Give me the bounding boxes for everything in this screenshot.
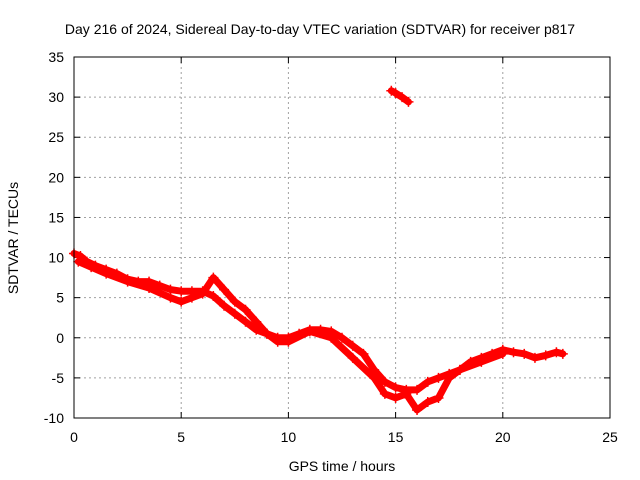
y-tick-label: 10	[48, 250, 64, 266]
y-tick-label: 25	[48, 129, 64, 145]
data-point	[412, 384, 423, 395]
x-tick-labels: 0 5 10 15 20 25	[70, 429, 618, 445]
data-point	[186, 292, 197, 303]
data-point	[219, 300, 230, 311]
data-point	[433, 392, 444, 403]
data-point	[272, 336, 283, 347]
data-point	[304, 326, 315, 337]
data-point	[337, 332, 347, 343]
data-point	[197, 288, 208, 299]
data-point	[240, 316, 251, 327]
plot-frame	[73, 56, 611, 419]
data-point	[540, 350, 551, 361]
data-point	[529, 352, 540, 363]
data-point	[219, 284, 230, 295]
data-point	[176, 296, 187, 307]
data-point	[557, 348, 568, 359]
x-axis-label: GPS time / hours	[289, 458, 396, 474]
data-point	[240, 304, 251, 315]
data-point	[386, 85, 397, 96]
data-point	[519, 348, 530, 359]
y-tick-label: -10	[44, 410, 64, 426]
data-point	[347, 352, 358, 363]
x-tick-label: 25	[602, 429, 618, 445]
x-tick-label: 20	[495, 429, 511, 445]
y-tick-label: 30	[48, 89, 64, 105]
data-point	[422, 376, 433, 387]
data-point	[347, 340, 358, 351]
data-point	[208, 272, 219, 283]
data-point	[283, 336, 294, 347]
data-point	[122, 276, 133, 287]
data-point	[422, 396, 433, 407]
y-tick-label: 20	[48, 169, 64, 185]
data-point	[390, 382, 401, 393]
data-point	[261, 328, 272, 339]
x-tick-label: 0	[70, 429, 78, 445]
data-point	[444, 372, 455, 383]
data-series	[69, 85, 568, 415]
data-point	[433, 372, 444, 383]
data-point	[208, 291, 219, 302]
data-point	[379, 388, 390, 399]
y-tick-label: -5	[52, 370, 65, 386]
data-point	[165, 292, 176, 303]
data-point	[476, 356, 487, 367]
data-point	[369, 372, 380, 383]
data-point	[101, 268, 112, 279]
y-axis-label: SDTVAR / TECUs	[5, 182, 21, 294]
data-point	[176, 286, 187, 297]
data-point	[397, 92, 408, 103]
data-point	[379, 376, 390, 387]
data-point	[154, 280, 165, 291]
y-tick-labels: -10 -5 0 5 10 15 20 25 30 35	[44, 49, 64, 426]
data-point	[358, 348, 369, 359]
chart-title: Day 216 of 2024, Sidereal Day-to-day VTE…	[65, 21, 575, 37]
data-point	[326, 332, 337, 343]
x-tick-label: 15	[388, 429, 404, 445]
data-point	[508, 347, 519, 358]
data-point	[229, 308, 240, 319]
data-point	[390, 392, 401, 403]
data-point	[86, 262, 97, 273]
series-2	[386, 85, 414, 107]
data-point	[251, 316, 262, 327]
data-point	[403, 96, 414, 107]
data-point	[73, 256, 84, 267]
data-point	[144, 283, 155, 294]
series-trace	[387, 87, 412, 106]
data-point	[551, 347, 562, 358]
data-point	[390, 88, 401, 99]
data-point	[229, 296, 240, 307]
x-tick-label: 10	[281, 429, 297, 445]
data-point	[401, 388, 412, 399]
y-tick-label: 15	[48, 209, 64, 225]
series-1	[73, 256, 508, 415]
y-tick-label: 0	[56, 330, 64, 346]
x-tick-label: 5	[177, 429, 185, 445]
data-point	[412, 404, 423, 415]
y-tick-label: 35	[48, 49, 64, 65]
grid-lines	[74, 57, 610, 418]
y-tick-label: 5	[56, 290, 64, 306]
data-point	[454, 364, 465, 375]
data-point	[497, 348, 508, 359]
